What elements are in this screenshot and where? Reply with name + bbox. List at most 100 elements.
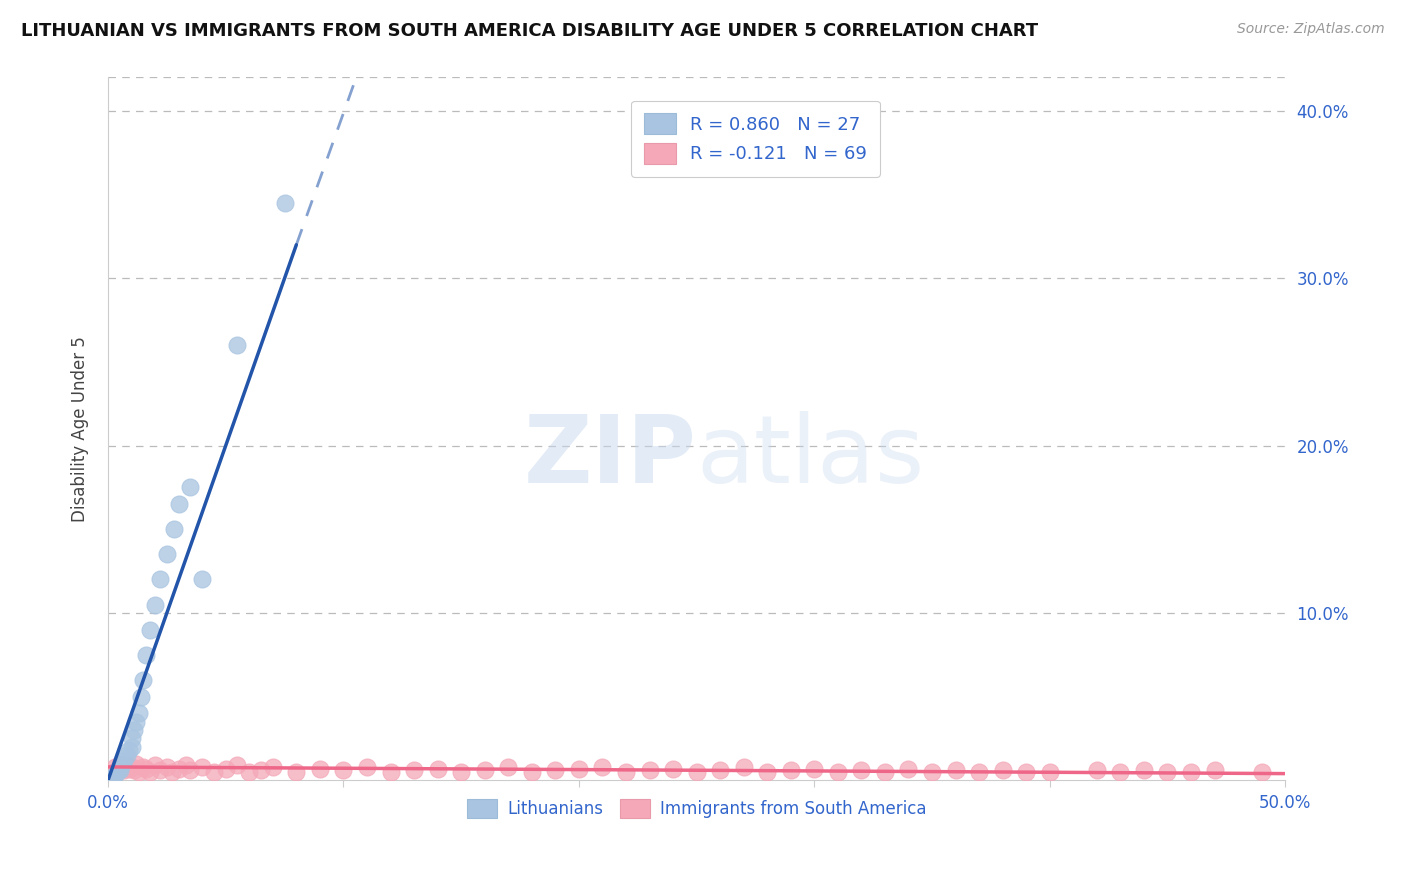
Point <box>967 764 990 779</box>
Point <box>121 739 143 754</box>
Point <box>132 673 155 687</box>
Point <box>121 760 143 774</box>
Point <box>101 764 124 779</box>
Point <box>1204 764 1226 778</box>
Point <box>167 762 190 776</box>
Point <box>132 760 155 774</box>
Point <box>160 764 183 779</box>
Point <box>118 762 141 776</box>
Point <box>135 762 157 776</box>
Point <box>115 748 138 763</box>
Point <box>104 760 127 774</box>
Point <box>945 764 967 778</box>
Point <box>111 762 134 776</box>
Point <box>827 764 849 779</box>
Point <box>121 731 143 746</box>
Point <box>426 762 449 776</box>
Point <box>202 764 225 779</box>
Point <box>638 764 661 778</box>
Point <box>143 758 166 772</box>
Point <box>174 758 197 772</box>
Point <box>129 690 152 704</box>
Point <box>568 762 591 776</box>
Legend: Lithuanians, Immigrants from South America: Lithuanians, Immigrants from South Ameri… <box>460 792 932 825</box>
Point <box>115 758 138 772</box>
Point <box>226 338 249 352</box>
Point <box>662 762 685 776</box>
Point <box>756 764 779 779</box>
Text: Source: ZipAtlas.com: Source: ZipAtlas.com <box>1237 22 1385 37</box>
Y-axis label: Disability Age Under 5: Disability Age Under 5 <box>72 336 89 522</box>
Point <box>167 497 190 511</box>
Text: LITHUANIAN VS IMMIGRANTS FROM SOUTH AMERICA DISABILITY AGE UNDER 5 CORRELATION C: LITHUANIAN VS IMMIGRANTS FROM SOUTH AMER… <box>21 22 1038 40</box>
Point <box>114 753 136 767</box>
Point <box>149 764 172 778</box>
Point <box>163 522 186 536</box>
Point <box>991 764 1014 778</box>
Point <box>191 573 214 587</box>
Point <box>139 623 162 637</box>
Point <box>238 764 260 779</box>
Point <box>1039 764 1062 779</box>
Point <box>215 762 238 776</box>
Point <box>122 723 145 737</box>
Point <box>591 760 613 774</box>
Text: atlas: atlas <box>696 411 925 503</box>
Point <box>135 648 157 662</box>
Point <box>125 756 148 771</box>
Point <box>107 764 129 779</box>
Point <box>139 764 162 779</box>
Point <box>104 768 127 782</box>
Point <box>125 714 148 729</box>
Point <box>685 764 707 779</box>
Point <box>1133 764 1156 778</box>
Point <box>1109 764 1132 779</box>
Point <box>332 764 354 778</box>
Point <box>156 760 179 774</box>
Point <box>108 764 131 778</box>
Point <box>128 706 150 721</box>
Point <box>356 760 378 774</box>
Point <box>520 764 543 779</box>
Point <box>851 764 873 778</box>
Point <box>733 760 755 774</box>
Point <box>380 764 402 779</box>
Point <box>779 764 801 778</box>
Point <box>544 764 567 778</box>
Point <box>156 548 179 562</box>
Point <box>149 573 172 587</box>
Point <box>803 762 825 776</box>
Point <box>111 756 134 771</box>
Point <box>709 764 731 778</box>
Text: ZIP: ZIP <box>523 411 696 503</box>
Point <box>118 743 141 757</box>
Point <box>122 764 145 778</box>
Point <box>1015 764 1038 779</box>
Point <box>496 760 519 774</box>
Point <box>1180 764 1202 779</box>
Point <box>450 764 472 779</box>
Point <box>1156 764 1178 779</box>
Point <box>250 764 273 778</box>
Point <box>108 760 131 774</box>
Point <box>191 760 214 774</box>
Point <box>897 762 920 776</box>
Point <box>309 762 332 776</box>
Point <box>107 764 129 779</box>
Point <box>873 764 896 779</box>
Point <box>921 764 943 779</box>
Point <box>614 764 637 779</box>
Point <box>143 598 166 612</box>
Point <box>262 760 284 774</box>
Point <box>402 764 425 778</box>
Point <box>1250 764 1272 779</box>
Point <box>179 764 201 778</box>
Point <box>1085 764 1108 778</box>
Point <box>108 756 131 771</box>
Point <box>474 764 496 778</box>
Point <box>226 758 249 772</box>
Point <box>179 480 201 494</box>
Point <box>101 770 124 784</box>
Point <box>285 764 308 779</box>
Point <box>114 764 136 778</box>
